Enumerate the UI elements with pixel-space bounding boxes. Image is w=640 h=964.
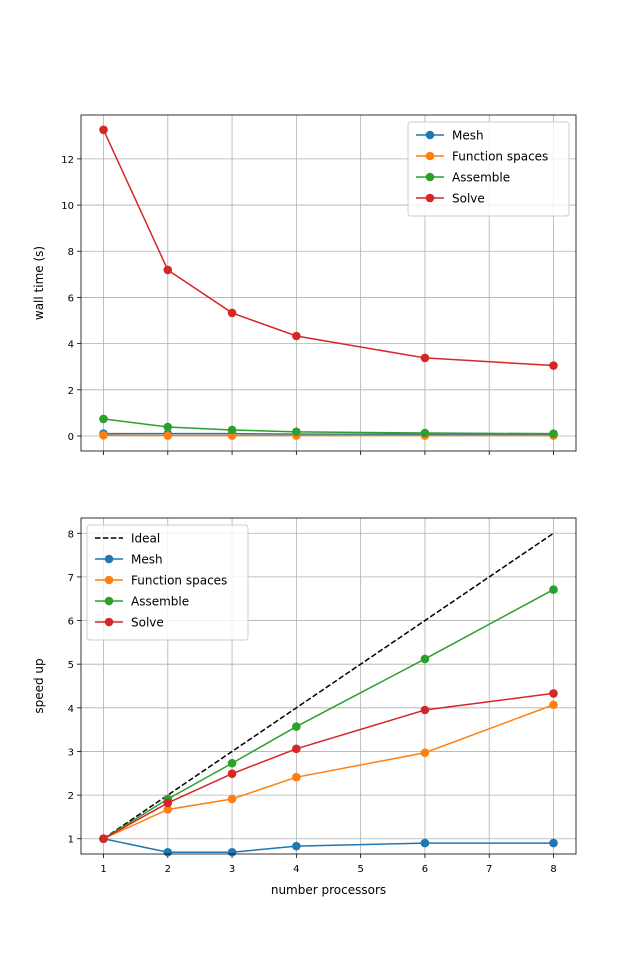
- legend: Mesh Function spaces Assemble Solve: [408, 122, 569, 216]
- y-tick-label: 2: [68, 791, 74, 802]
- data-point: [421, 429, 430, 438]
- legend-label: Solve: [131, 616, 164, 630]
- y-tick-label: 5: [68, 660, 74, 671]
- data-point: [549, 361, 558, 370]
- data-point: [549, 689, 558, 698]
- data-point: [292, 332, 301, 341]
- legend-marker: [426, 173, 435, 182]
- legend-label: Assemble: [452, 171, 510, 185]
- x-tick-label: 4: [293, 864, 299, 875]
- data-point: [292, 745, 301, 754]
- y-tick-label: 10: [61, 201, 74, 212]
- data-point: [228, 309, 237, 318]
- legend-label: Mesh: [452, 129, 484, 143]
- y-tick-label: 6: [68, 617, 74, 628]
- x-tick-label: 8: [550, 864, 556, 875]
- legend-marker: [105, 597, 114, 606]
- chart-1: 1 2 3 4 5 6 7 8 1 2 3 4 5 6 7 8 speed up number processor…: [32, 518, 576, 897]
- data-point: [163, 266, 172, 275]
- legend-label: Function spaces: [131, 574, 227, 588]
- y-tick-label: 4: [68, 704, 74, 715]
- legend-label: Solve: [452, 192, 485, 206]
- data-point: [421, 748, 430, 757]
- series-line: [104, 705, 554, 839]
- y-tick-label: 1: [68, 835, 74, 846]
- legend-marker: [105, 555, 114, 564]
- y-tick-label: 6: [68, 293, 74, 304]
- data-point: [421, 706, 430, 715]
- legend-label: Assemble: [131, 595, 189, 609]
- y-axis-label: wall time (s): [32, 246, 46, 320]
- data-point: [99, 834, 108, 843]
- x-axis-label: number processors: [271, 883, 386, 897]
- y-tick-label: 4: [68, 340, 74, 351]
- chart-0: 0 2 4 6 8 10 12 wall time (s) Mesh Function space…: [32, 115, 576, 455]
- data-point: [292, 773, 301, 782]
- legend-marker: [426, 152, 435, 161]
- data-point: [292, 428, 301, 437]
- data-point: [421, 655, 430, 664]
- data-point: [163, 848, 172, 857]
- legend-marker: [105, 618, 114, 627]
- data-point: [549, 700, 558, 709]
- legend-label: Mesh: [131, 553, 163, 567]
- series-line: [104, 693, 554, 838]
- data-point: [99, 125, 108, 134]
- data-point: [292, 722, 301, 731]
- data-point: [228, 426, 237, 435]
- data-point: [549, 585, 558, 594]
- legend-label: Ideal: [131, 532, 160, 546]
- legend: Ideal Mesh Function spaces Assemble Solve: [87, 525, 248, 640]
- legend-marker: [105, 576, 114, 585]
- data-point: [228, 795, 237, 804]
- x-tick-label: 5: [357, 864, 363, 875]
- legend-label: Function spaces: [452, 150, 548, 164]
- data-point: [228, 759, 237, 768]
- y-tick-label: 8: [68, 247, 74, 258]
- legend-marker: [426, 194, 435, 203]
- y-tick-label: 3: [68, 747, 74, 758]
- data-point: [163, 431, 172, 440]
- y-tick-label: 12: [61, 155, 74, 166]
- data-point: [99, 415, 108, 424]
- x-tick-label: 7: [486, 864, 492, 875]
- y-tick-label: 8: [68, 529, 74, 540]
- legend-marker: [426, 131, 435, 140]
- data-point: [292, 842, 301, 851]
- data-point: [549, 429, 558, 438]
- data-point: [228, 769, 237, 778]
- data-point: [421, 354, 430, 363]
- data-point: [163, 423, 172, 432]
- x-tick-label: 1: [100, 864, 106, 875]
- data-point: [163, 799, 172, 808]
- data-point: [99, 431, 108, 440]
- y-tick-label: 7: [68, 573, 74, 584]
- y-tick-label: 0: [68, 432, 74, 443]
- y-axis-label: speed up: [32, 658, 46, 713]
- y-tick-label: 2: [68, 386, 74, 397]
- x-tick-label: 6: [422, 864, 428, 875]
- data-point: [228, 848, 237, 857]
- data-point: [421, 839, 430, 848]
- x-tick-label: 2: [165, 864, 171, 875]
- data-point: [549, 839, 558, 848]
- x-tick-label: 3: [229, 864, 235, 875]
